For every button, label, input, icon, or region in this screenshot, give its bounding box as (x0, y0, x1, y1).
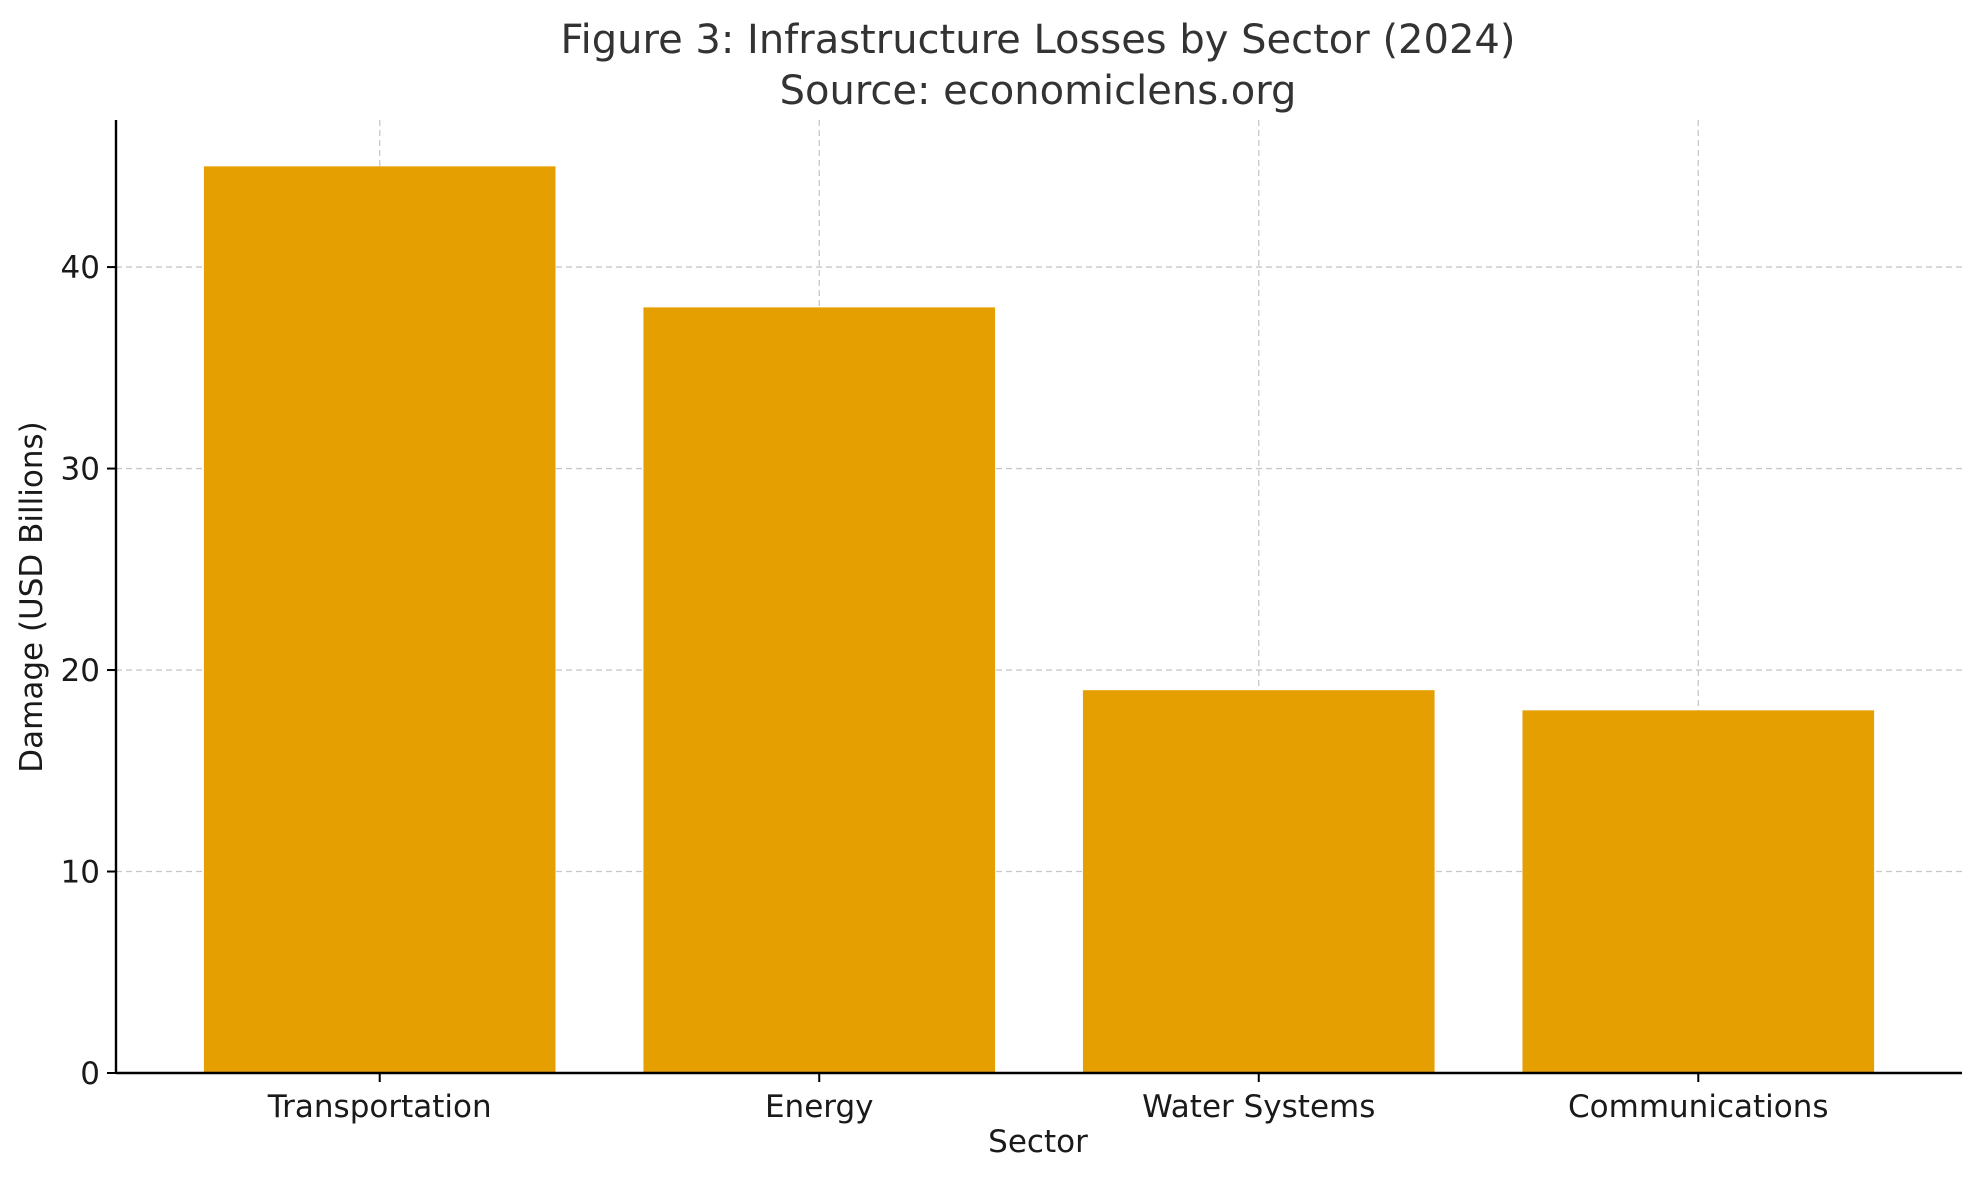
bar-water-systems (1082, 690, 1435, 1073)
y-tick-label-20: 20 (61, 653, 100, 689)
chart-title: Figure 3: Infrastructure Losses by Secto… (561, 17, 1516, 63)
axes (114, 120, 1962, 1075)
x-tick-label-3: Communications (1568, 1089, 1829, 1125)
bar-energy (643, 307, 996, 1073)
x-tick-label-1: Energy (765, 1089, 874, 1125)
y-axis-ticks: 0 10 20 30 40 (61, 250, 116, 1092)
x-axis-label: Sector (988, 1124, 1088, 1160)
y-tick-label-10: 10 (61, 855, 100, 891)
bar-communications (1522, 710, 1875, 1073)
x-axis-ticks: Transportation Energy Water Systems Communi… (267, 1073, 1829, 1125)
y-tick-label-30: 30 (61, 452, 100, 488)
bars (203, 166, 1875, 1073)
y-tick-label-0: 0 (80, 1056, 100, 1092)
x-tick-label-0: Transportation (267, 1089, 492, 1125)
y-tick-label-40: 40 (61, 250, 100, 286)
bar-transportation (203, 166, 556, 1073)
chart-subtitle: Source: economiclens.org (780, 68, 1297, 114)
y-axis-label: Damage (USD Billions) (14, 421, 50, 772)
x-tick-label-2: Water Systems (1142, 1089, 1375, 1125)
